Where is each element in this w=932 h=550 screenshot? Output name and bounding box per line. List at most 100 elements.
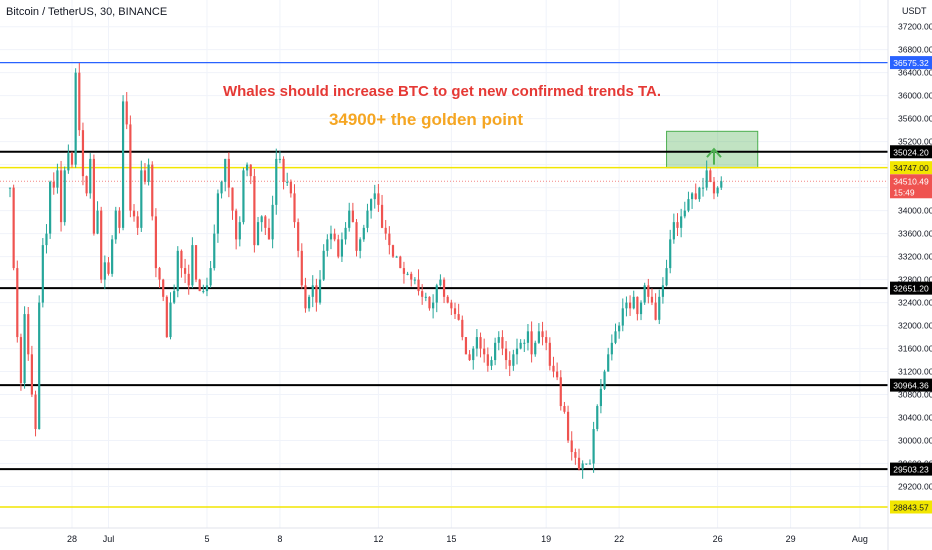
candle-body: [636, 296, 639, 315]
price-tick-label: 33200.00: [898, 252, 932, 262]
level-label-box: [890, 161, 932, 175]
subline-annotation: 34900+ the golden point: [329, 110, 523, 129]
candle-body: [282, 158, 285, 182]
candle-body: [260, 216, 263, 223]
time-tick-label: Aug: [852, 534, 868, 544]
candle-body: [140, 170, 143, 228]
candle-body: [545, 337, 548, 343]
current-price-text: 34510.49: [893, 176, 929, 186]
candle-body: [676, 222, 679, 228]
candle-body: [118, 210, 121, 228]
time-tick-label: 26: [713, 534, 723, 544]
candle-body: [395, 256, 398, 258]
candle-body: [275, 158, 278, 205]
time-tick-label: 12: [373, 534, 383, 544]
candle-body: [351, 210, 354, 223]
candle-body: [176, 250, 179, 292]
candle-body: [209, 268, 212, 286]
candle-body: [658, 296, 661, 320]
price-tick-label: 30800.00: [898, 390, 932, 400]
price-tick-label: 33600.00: [898, 229, 932, 239]
level-label-text: 28843.57: [893, 503, 929, 513]
candle-body: [92, 158, 95, 234]
candle-body: [508, 360, 511, 366]
annotations: Whales should increase BTC to get new co…: [223, 83, 661, 129]
candle-body: [202, 291, 205, 293]
candle-body: [107, 262, 110, 274]
candle-body: [85, 176, 88, 194]
candle-body: [198, 279, 201, 292]
candle-body: [541, 331, 544, 338]
candle-body: [683, 210, 686, 217]
candle-body: [716, 187, 719, 194]
candle-body: [271, 204, 274, 240]
price-tick-label: 37200.00: [898, 22, 932, 32]
candle-body: [162, 279, 165, 297]
candle-body: [464, 337, 468, 355]
candle-body: [720, 181, 723, 188]
candle-body: [457, 314, 460, 320]
price-tick-label: 30000.00: [898, 436, 932, 446]
time-tick-label: 8: [277, 534, 282, 544]
candle-body: [12, 187, 15, 269]
price-tick-label: 36800.00: [898, 45, 932, 55]
candle-body: [125, 101, 128, 125]
candle-body: [559, 377, 562, 407]
candle-body: [607, 354, 610, 372]
time-tick-label: 15: [446, 534, 456, 544]
candle-body: [173, 291, 176, 303]
candle-body: [712, 181, 716, 194]
candle-body: [483, 348, 486, 355]
candle-body: [19, 337, 23, 384]
candle-body: [453, 308, 457, 315]
candle-body: [333, 233, 336, 240]
candle-body: [264, 216, 267, 228]
candle-body: [563, 406, 566, 412]
candle-body: [680, 216, 683, 228]
candle-body: [191, 245, 194, 286]
candle-body: [136, 216, 139, 228]
candle-body: [121, 101, 125, 228]
candle-body: [410, 273, 413, 280]
candle-body: [286, 181, 289, 183]
time-tick-label: 5: [204, 534, 209, 544]
candle-body: [647, 285, 650, 297]
candle-body: [27, 314, 30, 355]
candle-body: [59, 170, 63, 223]
candle-body: [297, 222, 300, 251]
candle-body: [450, 302, 453, 309]
candle-body: [318, 279, 322, 303]
candle-body: [362, 227, 365, 240]
candle-body: [326, 239, 329, 251]
price-tick-label: 36400.00: [898, 68, 932, 78]
candle-body: [490, 360, 493, 366]
candle-body: [100, 210, 103, 280]
candle-body: [417, 279, 420, 292]
candle-body: [406, 273, 409, 275]
candle-body: [52, 181, 55, 188]
level-label-text: 34747.00: [893, 163, 929, 173]
candle-body: [227, 158, 230, 188]
candle-body: [307, 296, 311, 309]
candle-body: [96, 210, 99, 234]
candle-body: [599, 388, 603, 407]
time-axis: 28 Jul 5 8 12 15 19 22 26 29 Aug: [0, 527, 932, 544]
candle-body: [253, 176, 256, 246]
candle-body: [574, 452, 577, 458]
candle-body: [650, 296, 654, 303]
candle-body: [424, 296, 427, 298]
candle-body: [577, 457, 581, 470]
candle-body: [256, 222, 260, 246]
candle-body: [373, 193, 376, 200]
time-tick-label: 19: [541, 534, 551, 544]
candle-body: [180, 250, 183, 269]
candle-body: [486, 354, 489, 366]
candle-body: [596, 406, 599, 430]
candle-body: [628, 302, 632, 309]
candle-body: [701, 187, 705, 189]
candle-body: [67, 153, 70, 171]
candle-body: [289, 181, 292, 194]
candle-body: [421, 291, 424, 297]
candle-body: [322, 250, 325, 280]
candle-body: [187, 273, 190, 286]
